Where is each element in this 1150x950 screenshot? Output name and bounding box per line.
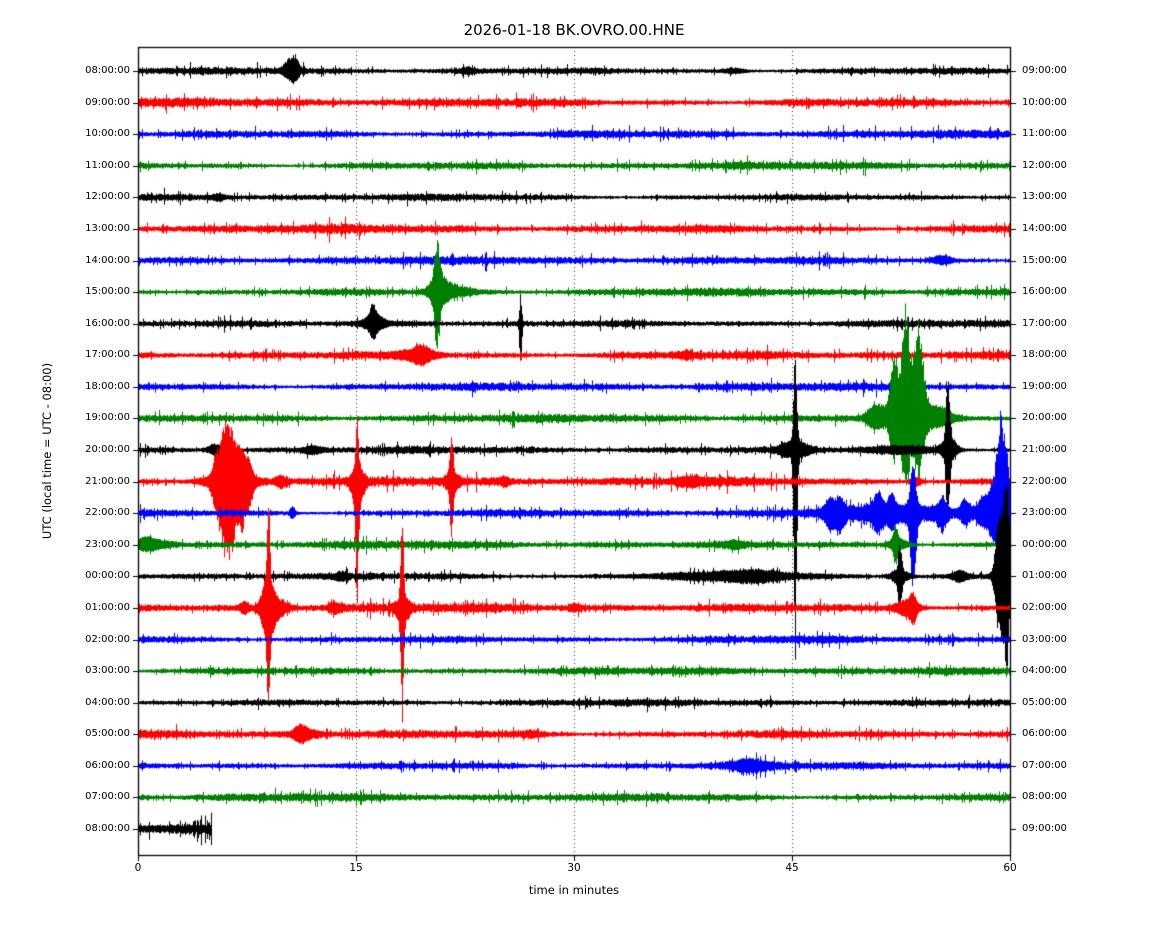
x-axis-label: time in minutes: [528, 883, 620, 897]
left-time-label: 03:00:00: [85, 665, 130, 677]
right-time-label: 22:00:00: [1022, 475, 1067, 487]
right-time-label: 21:00:00: [1022, 444, 1067, 455]
right-time-label: 19:00:00: [1022, 380, 1067, 392]
left-time-label: 16:00:00: [85, 317, 130, 329]
right-time-label: 05:00:00: [1022, 696, 1067, 708]
left-time-label: 08:00:00: [85, 823, 130, 834]
left-time-label: 20:00:00: [85, 444, 130, 455]
right-time-label: 17:00:00: [1022, 317, 1067, 329]
right-time-label: 23:00:00: [1022, 507, 1067, 519]
left-time-label: 02:00:00: [85, 633, 130, 645]
left-time-label: 01:00:00: [85, 601, 130, 613]
right-time-label: 09:00:00: [1022, 65, 1067, 76]
left-time-label: 04:00:00: [85, 696, 130, 708]
right-time-label: 12:00:00: [1022, 159, 1067, 171]
left-time-label: 23:00:00: [85, 538, 130, 550]
left-time-label: 22:00:00: [85, 507, 130, 519]
x-tick-label: 45: [785, 862, 799, 874]
right-time-label: 08:00:00: [1022, 791, 1067, 803]
left-time-label: 21:00:00: [85, 475, 130, 487]
right-time-label: 00:00:00: [1022, 538, 1067, 550]
left-time-label: 10:00:00: [85, 128, 130, 140]
right-time-label: 15:00:00: [1022, 254, 1067, 266]
right-time-label: 01:00:00: [1022, 570, 1067, 582]
x-tick-label: 60: [1003, 862, 1017, 874]
left-time-label: 11:00:00: [85, 159, 130, 171]
left-time-label: 15:00:00: [85, 286, 130, 298]
x-tick-label: 0: [134, 862, 142, 874]
right-time-label: 16:00:00: [1022, 286, 1067, 298]
left-time-label: 09:00:00: [85, 96, 130, 108]
left-time-label: 18:00:00: [85, 380, 130, 392]
left-time-label: 13:00:00: [85, 222, 130, 234]
left-time-label: 05:00:00: [85, 728, 130, 740]
right-time-label: 13:00:00: [1022, 191, 1067, 203]
left-time-label: 17:00:00: [85, 349, 130, 361]
right-time-label: 03:00:00: [1022, 633, 1067, 645]
left-time-label: 14:00:00: [85, 254, 130, 266]
left-time-label: 07:00:00: [85, 791, 130, 803]
left-time-label: 08:00:00: [85, 65, 130, 76]
right-time-label: 20:00:00: [1022, 412, 1067, 424]
right-time-label: 07:00:00: [1022, 759, 1067, 771]
x-tick-label: 30: [567, 862, 581, 874]
x-tick-label: 15: [349, 862, 363, 874]
right-time-label: 10:00:00: [1022, 96, 1067, 108]
right-time-label: 06:00:00: [1022, 728, 1067, 740]
left-time-label: 06:00:00: [85, 759, 130, 771]
right-time-label: 02:00:00: [1022, 601, 1067, 613]
left-time-label: 00:00:00: [85, 570, 130, 582]
right-time-label: 11:00:00: [1022, 128, 1067, 140]
left-time-label: 19:00:00: [85, 412, 130, 424]
right-time-label: 14:00:00: [1022, 222, 1067, 234]
right-time-label: 09:00:00: [1022, 823, 1067, 834]
chart-title: 2026-01-18 BK.OVRO.00.HNE: [463, 21, 685, 39]
left-time-label: 12:00:00: [85, 191, 130, 203]
right-time-label: 18:00:00: [1022, 349, 1067, 361]
right-time-label: 04:00:00: [1022, 665, 1067, 677]
